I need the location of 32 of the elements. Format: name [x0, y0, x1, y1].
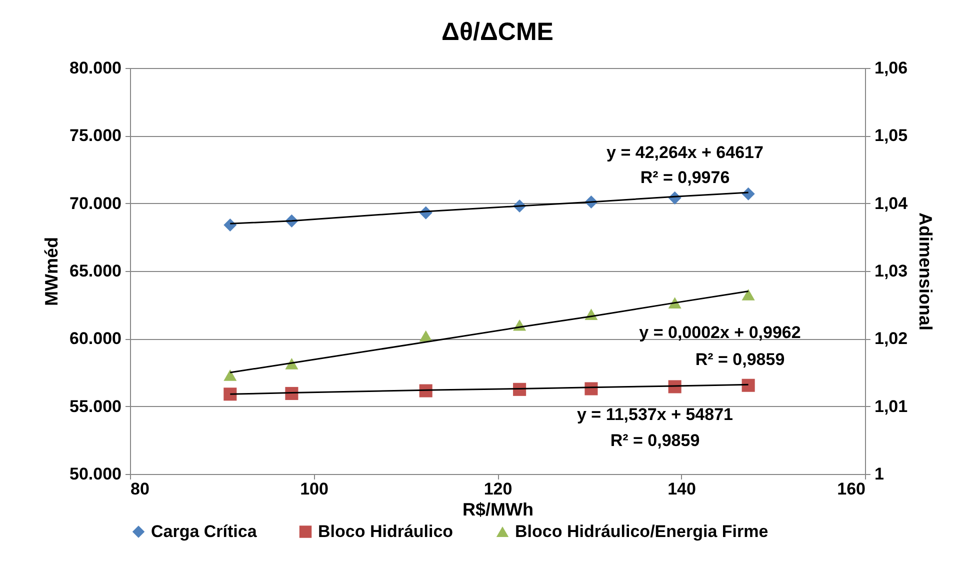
y2-tick-label: 1,01 — [874, 396, 908, 416]
annotation: R² = 0,9859 — [695, 350, 785, 369]
legend-label: Bloco Hidráulico/Energia Firme — [515, 522, 768, 541]
y2-axis-title: Adimensional — [916, 212, 936, 331]
annotation: R² = 0,9859 — [610, 431, 700, 450]
annotation: R² = 0,9976 — [640, 168, 730, 187]
y2-tick-label: 1,03 — [874, 262, 908, 280]
chart-title: Δθ/ΔCME — [442, 18, 554, 46]
annotation: y = 42,264x + 64617 — [606, 143, 764, 162]
x-tick-label: 80 — [130, 480, 150, 498]
y2-tick-label: 1 — [874, 464, 884, 484]
y-tick-label: 70.000 — [70, 194, 122, 213]
x-tick-label: 100 — [300, 480, 328, 498]
x-tick-label: 140 — [668, 480, 696, 498]
y-tick-label: 75.000 — [70, 126, 122, 146]
legend-label: Bloco Hidráulico — [318, 522, 454, 541]
y2-tick-label: 1,04 — [874, 194, 908, 213]
annotation: y = 11,537x + 54871 — [577, 405, 733, 424]
y-tick-label: 55.000 — [70, 396, 122, 416]
x-tick-label: 160 — [837, 480, 866, 498]
y2-tick-label: 1,02 — [874, 329, 908, 348]
x-tick-label: 120 — [484, 480, 512, 498]
y2-tick-label: 1,05 — [874, 126, 908, 146]
y2-tick-label: 1,06 — [874, 58, 908, 78]
y-tick-label: 50.000 — [70, 464, 122, 484]
y-tick-label: 80.000 — [70, 58, 122, 78]
y-tick-label: 65.000 — [70, 262, 122, 280]
y-axis-title: MWméd — [42, 237, 62, 306]
legend-label: Carga Crítica — [151, 522, 258, 541]
annotation: y = 0,0002x + 0,9962 — [639, 323, 801, 342]
y-tick-label: 60.000 — [70, 329, 122, 348]
x-axis-title: R$/MWh — [462, 500, 534, 520]
